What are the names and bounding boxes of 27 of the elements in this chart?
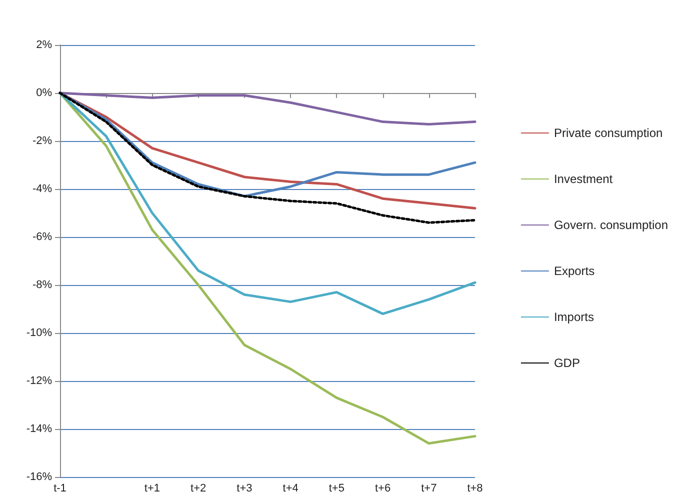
y-tick-label: -4% bbox=[32, 183, 52, 195]
legend-label: GDP bbox=[554, 356, 580, 370]
legend-label: Private consumption bbox=[554, 126, 663, 140]
y-tick-label: -6% bbox=[32, 231, 52, 243]
x-tick-label: t+8 bbox=[467, 482, 483, 494]
line-series bbox=[58, 92, 476, 316]
y-tick-label: -2% bbox=[32, 135, 52, 147]
y-tick-label: 2% bbox=[36, 39, 52, 51]
x-tick-label: t-1 bbox=[54, 482, 66, 494]
line-series bbox=[58, 92, 476, 126]
y-tick-label: -8% bbox=[32, 279, 52, 291]
x-tick-label: t+6 bbox=[374, 482, 391, 494]
legend-label: Exports bbox=[554, 264, 595, 278]
x-tick-label: t+4 bbox=[282, 482, 298, 494]
x-tick-label: t+7 bbox=[421, 482, 437, 494]
y-tick-label: -14% bbox=[26, 423, 52, 435]
x-tick-label: t+1 bbox=[144, 482, 160, 494]
x-tick-label: t+5 bbox=[328, 482, 344, 494]
y-tick-label: -10% bbox=[26, 327, 52, 339]
y-tick-label: -16% bbox=[26, 471, 52, 483]
y-tick-label: 0% bbox=[36, 87, 52, 99]
x-tick-label: t+2 bbox=[190, 482, 206, 494]
legend-label: Investment bbox=[554, 172, 614, 186]
legend-label: Imports bbox=[554, 310, 594, 324]
legend-label: Govern. consumption bbox=[554, 218, 668, 232]
x-tick-label: t+3 bbox=[236, 482, 252, 494]
y-tick-label: -12% bbox=[26, 375, 52, 387]
